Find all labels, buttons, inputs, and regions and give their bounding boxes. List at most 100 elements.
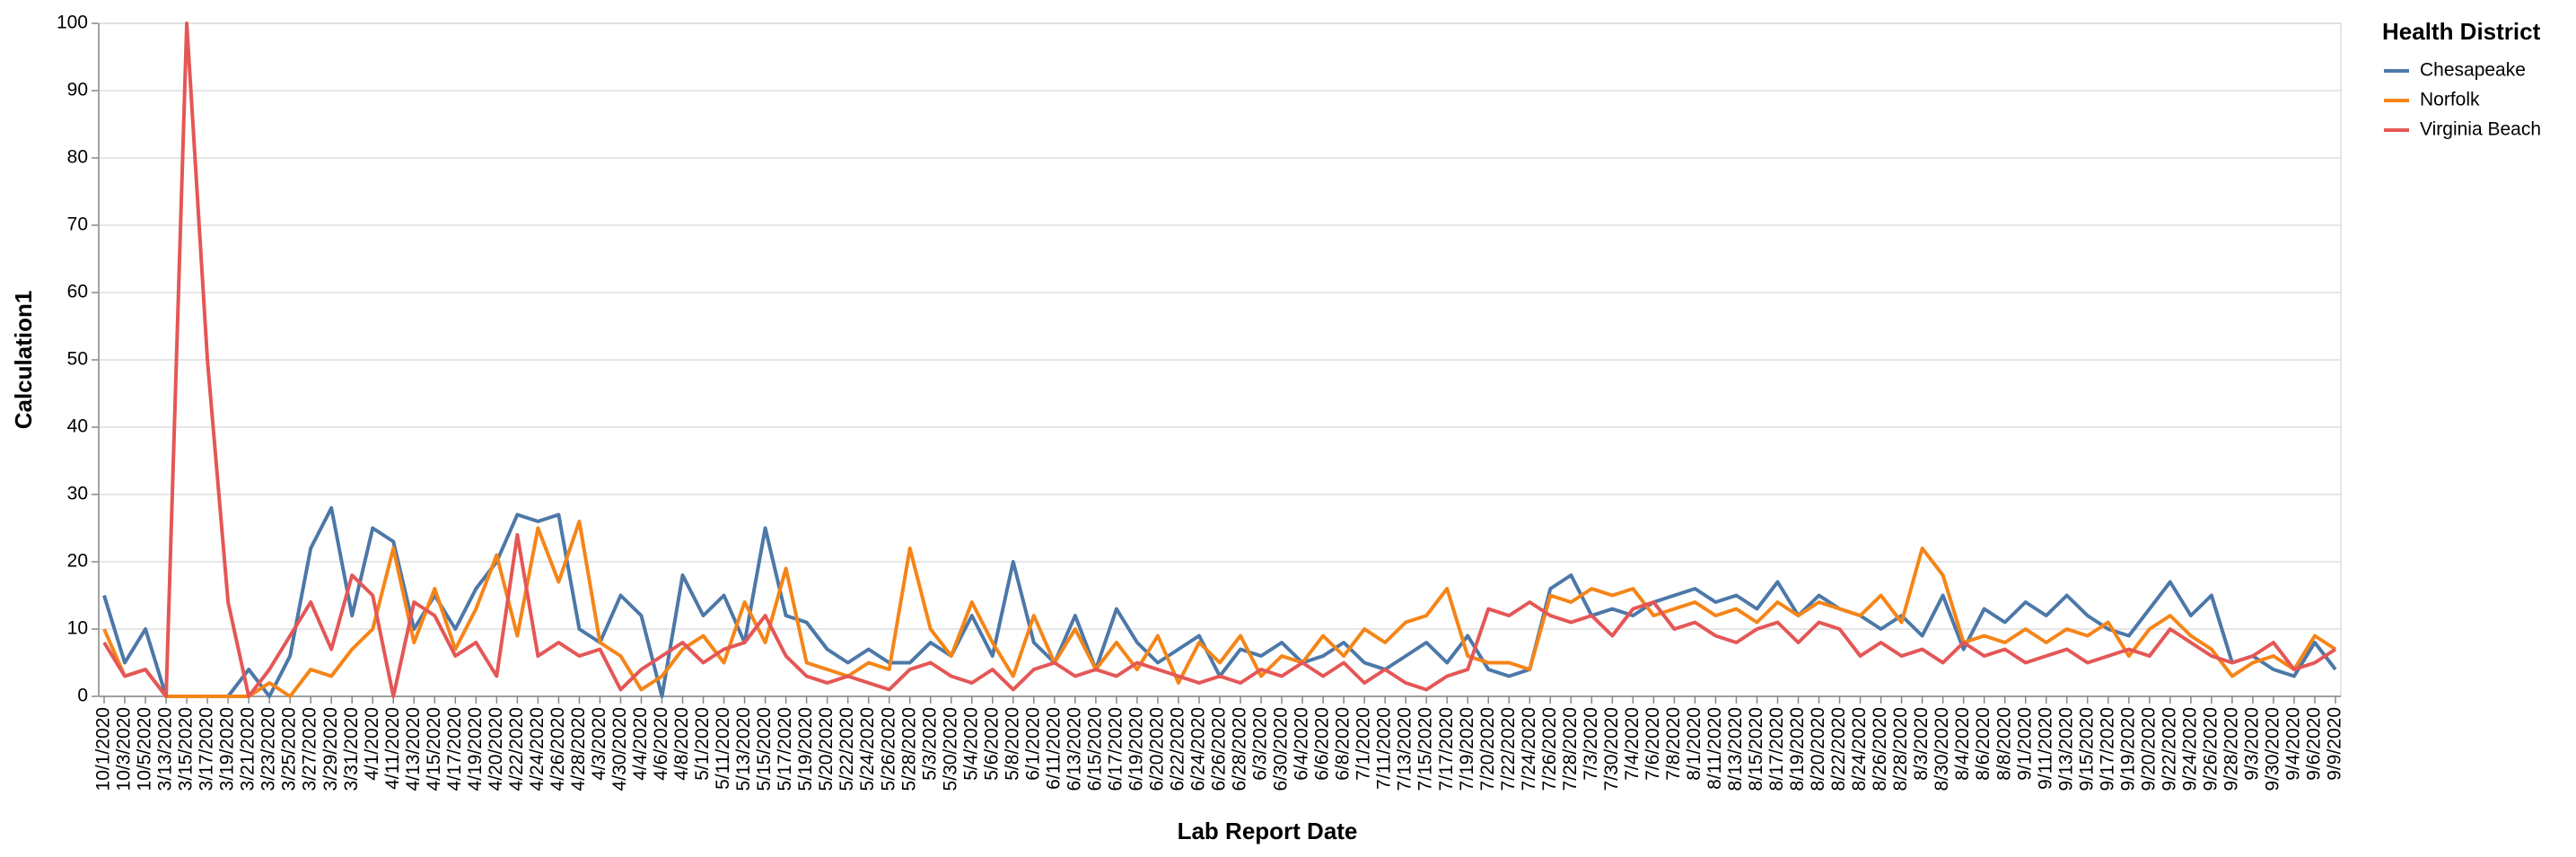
y-tick-label: 60 xyxy=(67,282,88,302)
y-tick-label: 100 xyxy=(57,13,88,33)
x-tick-label: 7/3/2020 xyxy=(1581,707,1601,781)
x-tick-label: 8/20/2020 xyxy=(1808,707,1828,791)
x-tick-label: 7/24/2020 xyxy=(1519,707,1539,791)
x-tick-label: 9/4/2020 xyxy=(2283,707,2304,781)
x-tick-label: 10/1/2020 xyxy=(93,707,114,791)
x-tick-label: 5/19/2020 xyxy=(795,707,816,791)
x-tick-label: 4/1/2020 xyxy=(362,707,382,781)
x-tick-label: 4/11/2020 xyxy=(382,707,403,790)
x-tick-label: 5/13/2020 xyxy=(733,707,754,791)
x-tick-label: 5/17/2020 xyxy=(775,707,795,791)
x-tick-label: 3/17/2020 xyxy=(197,707,217,791)
x-tick-label: 8/4/2020 xyxy=(1952,707,1973,781)
x-tick-label: 9/13/2020 xyxy=(2055,707,2076,791)
legend-title: Health District xyxy=(2382,18,2541,45)
x-tick-label: 3/25/2020 xyxy=(279,707,300,791)
x-tick-label: 8/6/2020 xyxy=(1973,707,1993,781)
x-tick-label: 5/1/2020 xyxy=(692,707,713,781)
x-tick-label: 7/30/2020 xyxy=(1601,707,1622,791)
x-tick-label: 4/6/2020 xyxy=(651,707,671,781)
x-tick-label: 7/20/2020 xyxy=(1477,707,1498,791)
y-axis-title: Calculation1 xyxy=(10,291,37,430)
x-tick-label: 3/13/2020 xyxy=(155,707,176,791)
x-tick-label: 8/8/2020 xyxy=(1993,707,2014,781)
x-tick-label: 9/19/2020 xyxy=(2117,707,2138,791)
x-tick-label: 10/3/2020 xyxy=(114,707,135,791)
x-tick-label: 9/20/2020 xyxy=(2138,707,2159,791)
x-tick-label: 4/26/2020 xyxy=(548,707,568,791)
x-tick-label: 8/24/2020 xyxy=(1849,707,1870,791)
y-tick-label: 40 xyxy=(67,416,88,437)
x-tick-label: 7/13/2020 xyxy=(1395,707,1415,791)
x-tick-label: 6/3/2020 xyxy=(1250,707,1271,781)
x-tick-label: 9/17/2020 xyxy=(2097,707,2117,791)
x-tick-label: 7/4/2020 xyxy=(1622,707,1643,781)
x-tick-label: 4/8/2020 xyxy=(671,707,692,781)
x-tick-label: 9/22/2020 xyxy=(2159,707,2179,791)
x-tick-label: 5/6/2020 xyxy=(981,707,1002,781)
x-tick-label: 6/1/2020 xyxy=(1022,707,1043,781)
x-tick-label: 4/22/2020 xyxy=(506,707,527,791)
x-tick-label: 5/11/2020 xyxy=(713,707,733,790)
y-tick-label: 10 xyxy=(67,618,88,639)
x-tick-label: 7/17/2020 xyxy=(1436,707,1457,791)
x-tick-label: 4/17/2020 xyxy=(444,707,465,791)
x-tick-label: 8/3/2020 xyxy=(1911,707,1932,781)
x-tick-label: 8/22/2020 xyxy=(1828,707,1849,791)
x-tick-label: 3/27/2020 xyxy=(300,707,320,791)
x-tick-label: 7/22/2020 xyxy=(1498,707,1519,791)
x-tick-label: 6/11/2020 xyxy=(1043,707,1064,790)
y-tick-label: 90 xyxy=(67,80,88,101)
x-tick-label: 6/30/2020 xyxy=(1271,707,1292,791)
x-tick-label: 4/15/2020 xyxy=(424,707,444,791)
x-tick-label: 5/20/2020 xyxy=(816,707,837,791)
x-tick-label: 6/19/2020 xyxy=(1126,707,1146,791)
x-tick-label: 7/28/2020 xyxy=(1560,707,1581,791)
x-tick-label: 10/5/2020 xyxy=(135,707,155,791)
x-tick-label: 4/24/2020 xyxy=(527,707,548,791)
x-tick-label: 9/15/2020 xyxy=(2076,707,2097,791)
x-tick-label: 4/4/2020 xyxy=(630,707,651,781)
x-tick-label: 7/1/2020 xyxy=(1354,707,1374,781)
x-tick-label: 6/17/2020 xyxy=(1105,707,1126,791)
x-tick-label: 3/23/2020 xyxy=(258,707,279,791)
x-tick-label: 3/15/2020 xyxy=(176,707,197,791)
x-tick-label: 9/28/2020 xyxy=(2221,707,2241,791)
x-tick-label: 4/3/2020 xyxy=(589,707,609,781)
y-tick-label: 50 xyxy=(67,349,88,370)
x-tick-label: 5/8/2020 xyxy=(1002,707,1022,781)
x-tick-label: 8/26/2020 xyxy=(1870,707,1890,791)
x-tick-label: 8/28/2020 xyxy=(1890,707,1911,791)
x-tick-label: 5/4/2020 xyxy=(960,707,981,781)
x-tick-label: 4/28/2020 xyxy=(568,707,589,791)
x-tick-label: 3/29/2020 xyxy=(320,707,341,791)
x-tick-label: 8/1/2020 xyxy=(1684,707,1704,781)
x-tick-label: 6/26/2020 xyxy=(1209,707,1230,791)
x-tick-label: 7/6/2020 xyxy=(1643,707,1663,781)
x-tick-label: 4/30/2020 xyxy=(609,707,630,791)
x-tick-label: 7/15/2020 xyxy=(1415,707,1436,791)
x-tick-label: 6/15/2020 xyxy=(1084,707,1105,791)
series-line xyxy=(102,22,2337,698)
x-tick-label: 5/28/2020 xyxy=(898,707,919,791)
x-tick-label: 5/22/2020 xyxy=(837,707,857,791)
x-tick-label: 5/15/2020 xyxy=(754,707,775,791)
x-tick-label: 6/8/2020 xyxy=(1333,707,1354,781)
x-axis-title: Lab Report Date xyxy=(1178,818,1358,844)
x-tick-label: 6/22/2020 xyxy=(1168,707,1188,791)
x-tick-label: 5/30/2020 xyxy=(940,707,960,791)
x-tick-label: 8/30/2020 xyxy=(1932,707,1952,791)
x-tick-label: 6/4/2020 xyxy=(1292,707,1312,781)
x-tick-label: 4/20/2020 xyxy=(486,707,506,791)
x-tick-label: 9/9/2020 xyxy=(2325,707,2345,781)
x-tick-label: 6/24/2020 xyxy=(1188,707,1209,791)
x-tick-label: 5/26/2020 xyxy=(878,707,898,791)
x-tick-label: 9/26/2020 xyxy=(2200,707,2221,791)
x-tick-label: 8/19/2020 xyxy=(1787,707,1808,791)
x-tick-label: 3/21/2020 xyxy=(238,707,258,791)
x-tick-label: 9/6/2020 xyxy=(2304,707,2325,781)
x-tick-label: 7/11/2020 xyxy=(1374,707,1395,790)
x-tick-label: 8/15/2020 xyxy=(1746,707,1766,791)
y-tick-label: 30 xyxy=(67,484,88,504)
